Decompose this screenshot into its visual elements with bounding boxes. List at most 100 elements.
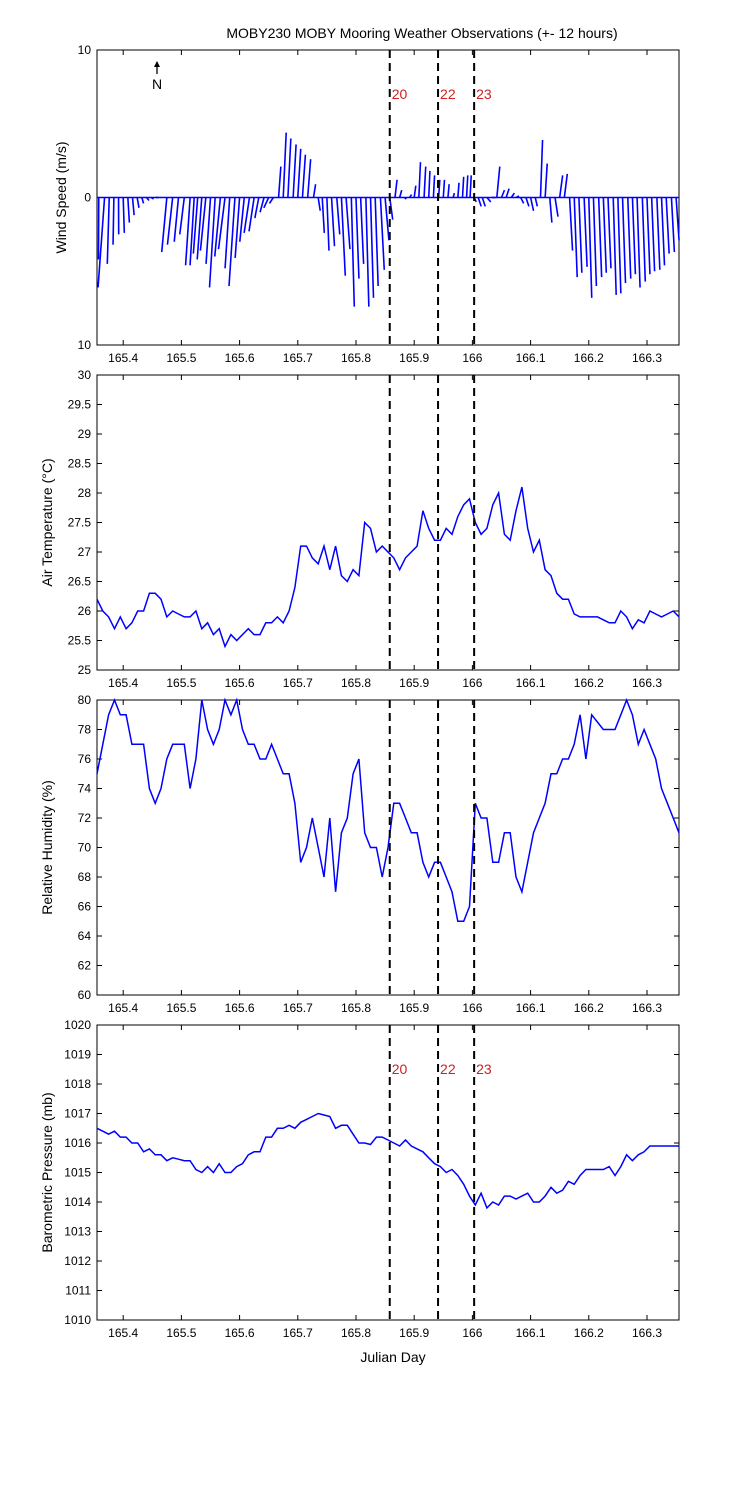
wind-vector (217, 197, 226, 250)
north-label: N (152, 76, 162, 92)
wind-vector (238, 197, 246, 242)
wind-vector (548, 197, 553, 223)
wind-vector (554, 197, 559, 217)
wind-vector (544, 163, 549, 198)
y-tick-label: 1019 (64, 1048, 91, 1062)
x-tick-label: 166.3 (632, 1001, 662, 1015)
x-tick-label: 166 (462, 676, 482, 690)
wind-vector (234, 197, 241, 259)
y-tick-label: 1011 (65, 1284, 91, 1298)
y-tick-label: 1014 (64, 1195, 91, 1209)
y-axis-title: Air Temperature (°C) (39, 458, 55, 586)
x-tick-label: 166.1 (516, 1001, 546, 1015)
wind-vector (525, 197, 530, 207)
y-tick-label: 1012 (64, 1254, 91, 1268)
wind-vector (432, 175, 436, 198)
wind-vector (350, 197, 356, 307)
wind-vector (578, 197, 583, 273)
x-tick-label: 166.3 (632, 676, 662, 690)
wind-vector (106, 197, 111, 264)
wind-vector (452, 192, 456, 198)
wind-vector (641, 197, 647, 282)
event-label: 23 (476, 1061, 492, 1077)
plot-frame (96, 374, 680, 671)
wind-vector (254, 197, 260, 219)
event-label: 22 (440, 1061, 456, 1077)
y-tick-label: 26 (78, 604, 92, 618)
wind-vector (312, 184, 317, 198)
wind-vector (369, 197, 375, 298)
wind-vector (321, 197, 326, 233)
wind-vector (112, 197, 115, 245)
wind-vector (529, 197, 535, 211)
panel-3: 165.4 165.5 165.6 165.7 165.8 165.9 166 166.1 16… (39, 693, 680, 1015)
x-tick-label: 166 (462, 1326, 482, 1340)
wind-vector (388, 197, 394, 220)
y-tick-label: 76 (78, 752, 92, 766)
wind-vector (519, 197, 525, 204)
x-axis-title: Julian Day (360, 1349, 425, 1365)
wind-vector (427, 170, 431, 198)
x-tick-label: 166.1 (516, 351, 546, 365)
panel-4: 165.4 165.5 165.6 165.7 165.8 165.9 166 166.1 16… (39, 1018, 680, 1340)
wind-vector (617, 197, 622, 294)
wind-vector (670, 197, 676, 253)
event-label: 20 (392, 1061, 408, 1077)
x-tick-label: 166.2 (574, 676, 604, 690)
wind-vector (355, 197, 360, 279)
x-tick-label: 165.4 (108, 676, 138, 690)
y-tick-label: 70 (78, 841, 92, 855)
y-tick-label: 26.5 (68, 575, 92, 589)
wind-vector (292, 144, 297, 198)
chart-panels: 165.4 165.5 165.6 165.7 165.8 165.9 166 166.1 16… (39, 43, 680, 1340)
y-tick-label: 62 (78, 959, 92, 973)
x-tick-label: 165.6 (225, 1001, 255, 1015)
x-tick-label: 166.2 (574, 1001, 604, 1015)
x-tick-label: 165.7 (283, 351, 313, 365)
wind-vector (192, 197, 199, 254)
wind-vector (457, 182, 460, 198)
x-tick-label: 165.5 (166, 351, 196, 365)
y-tick-label: 1017 (64, 1107, 91, 1121)
y-tick-label: 28.5 (68, 457, 92, 471)
y-tick-label: 1013 (64, 1225, 91, 1239)
wind-vector (306, 159, 312, 198)
wind-vector (224, 197, 231, 269)
wind-vector (398, 189, 403, 198)
y-tick-label: 60 (78, 988, 92, 1002)
y-tick-label: 27.5 (68, 516, 92, 530)
wind-vector (145, 196, 150, 201)
wind-vector (505, 188, 510, 198)
wind-vector (660, 197, 666, 266)
wind-vector (408, 194, 413, 198)
wind-vector (301, 154, 307, 198)
x-tick-label: 165.5 (166, 1001, 196, 1015)
wind-vector (500, 189, 506, 198)
wind-vector (345, 197, 351, 250)
wind-vector (330, 197, 336, 247)
y-tick-label: 25.5 (68, 634, 92, 648)
x-tick-label: 165.8 (341, 351, 371, 365)
wind-vector (259, 197, 265, 213)
north-arrow-head (154, 61, 160, 67)
wind-vector (583, 197, 588, 267)
wind-vector (228, 197, 236, 287)
wind-vector (136, 197, 140, 208)
wind-vector (122, 197, 126, 233)
y-axis-title: Barometric Pressure (mb) (39, 1092, 55, 1252)
wind-vector (268, 197, 275, 204)
wind-vector (277, 166, 282, 198)
x-tick-label: 165.8 (341, 1326, 371, 1340)
x-tick-label: 165.6 (225, 676, 255, 690)
wind-vector (563, 173, 569, 198)
x-tick-label: 165.7 (283, 676, 313, 690)
y-tick-label: 10 (78, 338, 92, 352)
wind-vector (365, 197, 370, 307)
panel-2: 165.4 165.5 165.6 165.7 165.8 165.9 166 166.1 16… (39, 368, 680, 690)
x-tick-label: 165.6 (225, 351, 255, 365)
series-line (96, 486, 680, 649)
y-tick-label: 80 (78, 693, 92, 707)
y-axis-title: Wind Speed (m/s) (53, 141, 69, 253)
wind-vector (141, 197, 145, 204)
